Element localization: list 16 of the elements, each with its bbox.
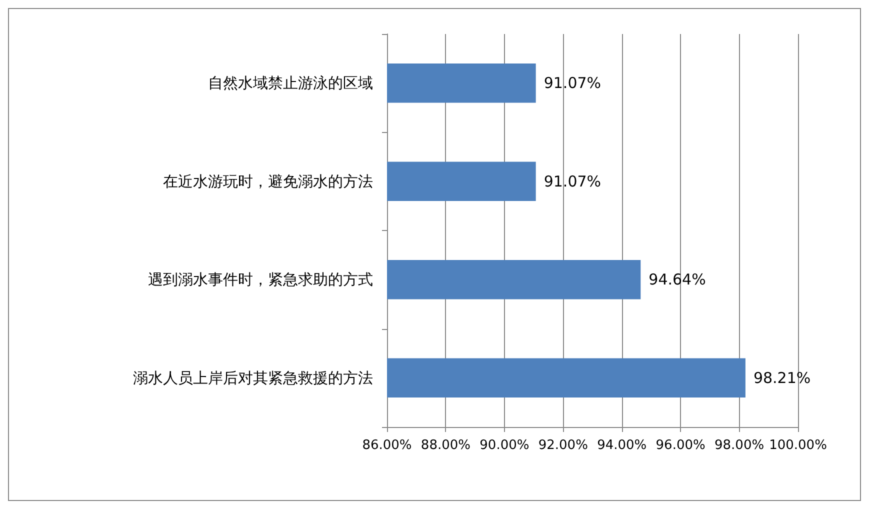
data-label: 91.07%	[544, 172, 602, 190]
y-tick-label: 在近水游玩时，避免溺水的方法	[163, 172, 373, 190]
x-tick-label: 90.00%	[480, 438, 530, 453]
data-label: 98.21%	[753, 368, 811, 387]
x-tick-label: 94.00%	[597, 438, 647, 453]
y-tick-label: 自然水域禁止游泳的区域	[208, 74, 373, 92]
x-tick-label: 92.00%	[538, 438, 588, 453]
data-label: 91.07%	[544, 74, 602, 92]
x-tick-label: 96.00%	[656, 438, 706, 453]
x-tick-label: 100.00%	[769, 438, 827, 453]
x-tick-label: 88.00%	[420, 438, 471, 453]
x-tick-label: 98.00%	[714, 438, 764, 453]
x-tick-label: 86.00%	[362, 438, 412, 453]
y-tick-label: 溺水人员上岸后对其紧急救援的方法	[133, 368, 373, 387]
data-label: 94.64%	[648, 270, 706, 289]
y-tick-label: 遇到溺水事件时，紧急求助的方式	[148, 270, 373, 289]
